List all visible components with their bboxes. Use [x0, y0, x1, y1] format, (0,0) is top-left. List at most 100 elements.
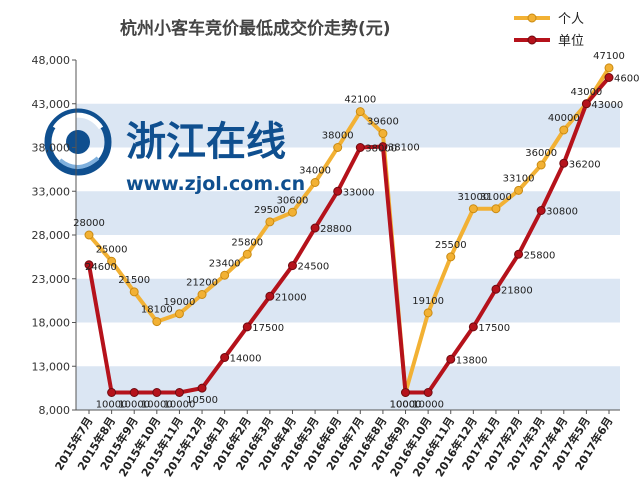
- data-label-company: 36200: [569, 159, 601, 170]
- data-label-company: 30800: [546, 207, 578, 218]
- data-label-company: 17500: [478, 323, 510, 334]
- data-point-individual: [446, 252, 456, 262]
- data-label-individual: 47100: [593, 51, 625, 62]
- data-point-company: [446, 354, 456, 364]
- data-point-company: [287, 261, 297, 271]
- y-tick-label: 33,000: [32, 185, 71, 198]
- data-point-company: [468, 322, 478, 332]
- data-point-individual: [129, 287, 139, 297]
- watermark: 浙江在线 www.zjol.com.cn: [44, 108, 305, 195]
- data-point-individual: [220, 270, 230, 280]
- data-label-individual: 36000: [525, 148, 557, 159]
- data-label-company: 43000: [591, 100, 623, 111]
- data-label-company: 21000: [275, 292, 307, 303]
- y-tick-label: 8,000: [39, 404, 71, 417]
- data-label-individual: 18100: [141, 305, 173, 316]
- chart-title: 杭州小客车竞价最低成交价走势(元): [120, 18, 391, 39]
- data-point-individual: [152, 317, 162, 327]
- data-label-company: 21800: [501, 285, 533, 296]
- data-label-company: 14000: [230, 354, 262, 365]
- data-point-individual: [310, 178, 320, 187]
- data-label-company: 10000: [412, 400, 444, 411]
- data-label-individual: 25500: [435, 240, 467, 251]
- data-label-individual: 39600: [367, 117, 399, 128]
- data-point-company: [536, 206, 546, 215]
- data-point-company: [581, 99, 591, 109]
- data-point-individual: [559, 125, 569, 135]
- x-axis-ticks: 2015年7月2015年8月2015年9月2015年10月2015年11月201…: [52, 410, 616, 479]
- legend-label-individual: 个人: [558, 12, 584, 27]
- data-point-company: [174, 388, 184, 397]
- legend-marker-company: [527, 35, 537, 45]
- data-label-company: 33000: [343, 187, 375, 198]
- data-point-individual: [333, 143, 343, 152]
- y-tick-label: 43,000: [32, 98, 71, 111]
- data-point-individual: [287, 207, 297, 217]
- data-point-company: [265, 291, 275, 301]
- legend-label-company: 单位: [558, 34, 584, 49]
- grid-band: [76, 103, 620, 148]
- data-point-company: [378, 142, 388, 152]
- data-point-individual: [242, 249, 252, 259]
- data-label-company: 28800: [320, 224, 352, 235]
- data-label-company: 10000: [390, 400, 422, 411]
- data-point-company: [604, 73, 614, 82]
- y-tick-label: 18,000: [32, 317, 71, 330]
- data-point-individual: [355, 107, 365, 117]
- watermark-name: 浙江在线: [126, 119, 286, 165]
- data-label-company: 10000: [141, 400, 173, 411]
- data-point-individual: [107, 256, 117, 266]
- data-point-individual: [378, 129, 388, 138]
- data-label-individual: 25800: [231, 237, 263, 248]
- data-label-company: 10000: [96, 400, 128, 411]
- data-label-individual: 31000: [457, 192, 489, 203]
- data-label-company: 38100: [388, 143, 420, 154]
- data-label-individual: 43000: [570, 87, 602, 98]
- grid-band: [76, 278, 620, 323]
- legend-marker-individual: [527, 13, 537, 23]
- data-point-company: [197, 383, 207, 393]
- data-point-company: [514, 249, 524, 259]
- data-point-company: [129, 388, 139, 397]
- background-bands: [76, 103, 620, 410]
- data-point-individual: [174, 309, 184, 319]
- data-point-company: [107, 388, 117, 397]
- data-point-individual: [468, 204, 478, 214]
- data-point-individual: [197, 290, 207, 299]
- data-point-company: [220, 353, 230, 362]
- data-point-company: [355, 143, 365, 152]
- data-point-company: [423, 388, 433, 397]
- data-label-individual: 34000: [299, 166, 331, 177]
- data-point-company: [84, 260, 94, 270]
- y-tick-label: 28,000: [32, 229, 71, 242]
- data-point-company: [559, 158, 569, 168]
- data-label-company: 10500: [186, 395, 218, 406]
- data-label-company: 24600: [85, 262, 117, 273]
- data-label-individual: 25000: [96, 244, 128, 255]
- data-point-company: [491, 284, 501, 294]
- y-tick-label: 23,000: [32, 273, 71, 286]
- data-label-company: 25800: [524, 250, 556, 261]
- data-label-individual: 31000: [480, 192, 512, 203]
- data-label-individual: 28000: [73, 218, 105, 229]
- data-label-individual: 42100: [344, 95, 376, 106]
- data-label-company: 17500: [252, 323, 284, 334]
- data-point-individual: [423, 308, 433, 318]
- y-tick-label: 38,000: [32, 142, 71, 155]
- data-point-individual: [604, 63, 614, 73]
- data-point-company: [401, 388, 411, 397]
- data-label-company: 46000: [614, 74, 640, 85]
- data-point-individual: [265, 217, 275, 227]
- y-axis-ticks: 8,000 13,000 18,000 23,000 28,000 33,000 38,00…: [32, 54, 76, 417]
- watermark-url: www.zjol.com.cn: [126, 173, 305, 195]
- data-point-company: [310, 223, 320, 233]
- data-label-individual: 23400: [209, 258, 241, 269]
- data-label-individual: 30600: [277, 195, 309, 206]
- data-label-individual: 10000: [390, 400, 422, 411]
- data-point-individual: [491, 204, 501, 214]
- data-label-individual: 29500: [254, 205, 286, 216]
- data-label-company: 24500: [297, 262, 329, 273]
